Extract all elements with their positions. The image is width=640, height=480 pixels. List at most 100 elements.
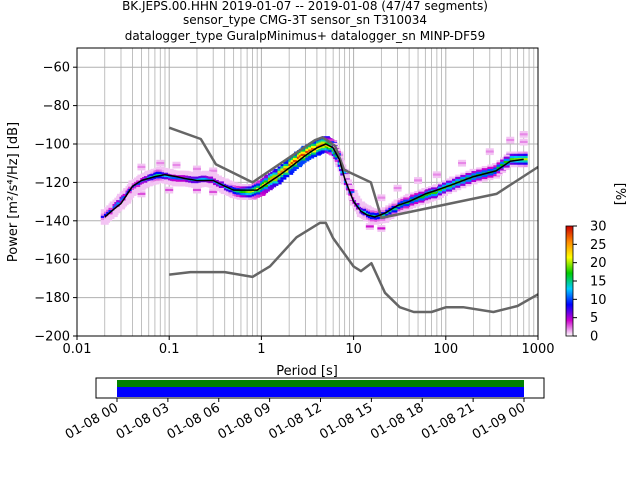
density-cell bbox=[430, 198, 437, 201]
density-cell bbox=[437, 182, 444, 185]
density-cell bbox=[228, 183, 235, 186]
density-cell bbox=[476, 167, 483, 170]
density-cell bbox=[519, 135, 528, 138]
density-cell bbox=[369, 210, 376, 213]
density-cell bbox=[379, 218, 386, 222]
density-cell bbox=[320, 148, 327, 151]
timeline-coverage-bar-bottom bbox=[117, 387, 524, 397]
density-cell bbox=[272, 179, 279, 182]
density-cell bbox=[491, 165, 500, 168]
x-tick-label: 1 bbox=[257, 342, 265, 357]
density-cell bbox=[393, 186, 402, 190]
density-cell bbox=[292, 153, 299, 156]
density-cell bbox=[388, 203, 395, 206]
density-cell bbox=[155, 171, 162, 175]
density-cell bbox=[410, 194, 417, 197]
density-cell bbox=[410, 205, 417, 208]
density-cell bbox=[437, 191, 444, 194]
density-cell bbox=[137, 194, 146, 198]
density-cell bbox=[362, 215, 369, 218]
density-cell bbox=[200, 182, 207, 185]
density-cell bbox=[171, 176, 178, 180]
density-cell bbox=[446, 178, 453, 181]
density-cell bbox=[191, 183, 198, 186]
density-cell bbox=[136, 182, 143, 186]
density-cell bbox=[163, 170, 170, 173]
density-cell bbox=[377, 225, 386, 228]
density-cell bbox=[469, 182, 478, 185]
density-cell bbox=[465, 183, 472, 187]
density-cell bbox=[481, 168, 488, 171]
density-cell bbox=[449, 178, 458, 182]
density-cell bbox=[128, 184, 135, 187]
density-cell bbox=[365, 225, 374, 228]
density-cell bbox=[437, 195, 444, 198]
density-cell bbox=[430, 187, 437, 190]
density-cell bbox=[356, 205, 363, 208]
density-cell bbox=[432, 175, 441, 179]
density-cell bbox=[106, 218, 113, 221]
density-cell bbox=[455, 187, 462, 191]
density-cell bbox=[517, 153, 524, 157]
density-cell bbox=[116, 206, 123, 210]
density-cell bbox=[119, 205, 126, 208]
density-cell bbox=[496, 164, 503, 167]
density-cell bbox=[112, 212, 119, 216]
chart-title-line-3: datalogger_type GuralpMinimus+ datalogge… bbox=[125, 29, 486, 43]
density-cell bbox=[191, 181, 198, 184]
density-cell bbox=[136, 187, 143, 190]
density-cell bbox=[236, 196, 243, 200]
density-cell bbox=[469, 179, 478, 183]
density-cell bbox=[481, 176, 488, 180]
density-cell bbox=[328, 150, 335, 153]
density-cell bbox=[379, 214, 386, 217]
density-cell bbox=[300, 160, 307, 163]
density-cell bbox=[441, 180, 448, 183]
density-cell bbox=[432, 171, 441, 174]
density-cell bbox=[506, 162, 515, 165]
density-cell bbox=[320, 141, 327, 144]
density-cell bbox=[209, 169, 218, 173]
density-cell bbox=[280, 177, 287, 180]
density-cell bbox=[163, 174, 170, 178]
density-cell bbox=[248, 197, 255, 200]
density-cell bbox=[171, 183, 178, 186]
density-cell bbox=[116, 202, 123, 205]
density-cell bbox=[191, 172, 198, 175]
density-cell bbox=[283, 163, 290, 167]
timeline-tick-label: 01-08 15 bbox=[317, 400, 375, 442]
density-cell bbox=[192, 169, 201, 173]
density-cell bbox=[397, 211, 404, 214]
x-tick-label: 0.01 bbox=[63, 342, 92, 357]
density-cell bbox=[300, 149, 307, 152]
density-cell bbox=[236, 194, 243, 198]
density-cell bbox=[403, 199, 410, 203]
density-cell bbox=[506, 151, 515, 154]
density-cell bbox=[143, 176, 150, 179]
density-cell bbox=[208, 174, 215, 177]
density-cell bbox=[163, 181, 170, 184]
colorbar-tick-label: 20 bbox=[590, 256, 607, 271]
density-cell bbox=[218, 188, 225, 191]
density-cell bbox=[519, 138, 528, 142]
density-cell bbox=[308, 156, 315, 159]
density-cell bbox=[519, 158, 528, 161]
density-cell bbox=[460, 177, 467, 180]
density-cell bbox=[125, 199, 132, 202]
density-cell bbox=[506, 153, 515, 157]
density-cell bbox=[143, 180, 150, 183]
density-cell bbox=[496, 162, 503, 165]
density-cell bbox=[414, 181, 423, 184]
density-cell bbox=[260, 192, 267, 195]
density-cell bbox=[180, 175, 187, 178]
density-cell bbox=[192, 165, 201, 168]
density-cell bbox=[272, 174, 279, 178]
density-cell bbox=[263, 176, 270, 179]
density-cell bbox=[108, 216, 115, 219]
density-cell bbox=[487, 173, 494, 176]
density-cell bbox=[519, 140, 528, 144]
density-cell bbox=[208, 185, 215, 188]
density-cell bbox=[510, 162, 517, 165]
density-cell bbox=[476, 178, 483, 181]
density-cell bbox=[192, 191, 201, 194]
